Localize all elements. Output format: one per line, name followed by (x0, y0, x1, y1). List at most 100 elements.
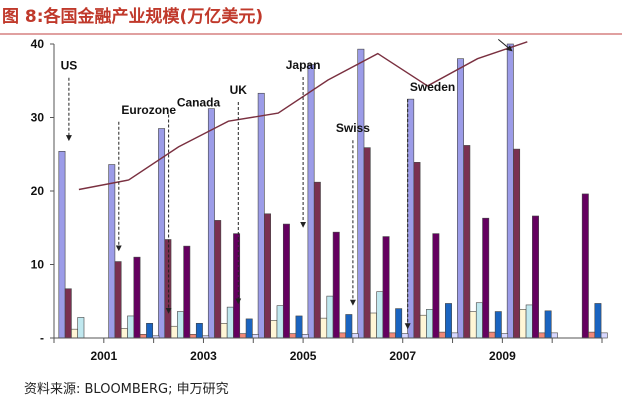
bar-eurozone-2009 (513, 148, 521, 339)
bar-uk-2006 (376, 291, 384, 339)
bar-us-2005 (307, 64, 315, 339)
bar-swiss-2006 (388, 332, 396, 339)
bar-sweden-2010 (594, 303, 602, 339)
bar-eurozone-2007 (413, 162, 421, 339)
bar-swiss-2010 (588, 331, 596, 339)
y-tick-label: 10 (31, 258, 45, 272)
bar-eurozone-2003 (214, 220, 222, 339)
bar-japan-2006 (382, 236, 390, 339)
bar-other-2009 (550, 332, 558, 339)
bar-eurozone-2000 (64, 288, 72, 339)
bar-uk-2008 (475, 302, 483, 339)
bar-canada-2001 (120, 328, 128, 339)
bar-sweden-2006 (395, 308, 403, 339)
bar-sweden-2009 (544, 310, 552, 339)
bar-eurozone-2002 (164, 239, 172, 339)
bar-eurozone-2006 (363, 147, 371, 339)
bar-uk-2009 (525, 304, 533, 339)
bar-swiss-2001 (139, 334, 147, 339)
bar-japan-2003 (233, 233, 241, 339)
bar-uk-2003 (226, 306, 234, 339)
x-tick-label: 2003 (190, 349, 217, 363)
bar-canada-2002 (170, 325, 178, 339)
bar-other-2010 (600, 332, 608, 339)
bar-canada-2008 (469, 311, 477, 339)
bar-us-2008 (457, 58, 464, 339)
bar-uk-2007 (426, 309, 434, 339)
annotation-sweden: Sweden (410, 80, 455, 94)
bar-sweden-2008 (494, 311, 502, 339)
bar-canada-2009 (519, 309, 527, 339)
bar-uk-2004 (276, 305, 284, 339)
bar-canada-2003 (220, 322, 228, 339)
bar-us-2009 (506, 43, 514, 339)
annotation-canada: Canada (177, 96, 221, 110)
bar-us-2001 (108, 164, 116, 339)
bar-uk-2000 (77, 317, 85, 339)
bar-swiss-2002 (189, 334, 197, 339)
bar-uk-2001 (127, 315, 135, 339)
bar-japan-2004 (282, 223, 290, 339)
x-tick-label: 2007 (389, 349, 416, 363)
bar-us-2000 (58, 151, 66, 339)
bar-swiss-2004 (289, 333, 297, 339)
bar-canada-2004 (270, 320, 278, 339)
bar-canada-2000 (71, 328, 79, 339)
world-line-arrow (497, 39, 513, 52)
bar-japan-2009 (532, 215, 539, 339)
bar-uk-2005 (326, 295, 334, 339)
bar-eurozone-2004 (264, 213, 271, 339)
bar-us-2003 (207, 108, 215, 339)
annotation-uk: UK (230, 83, 248, 97)
y-tick-label: - (40, 331, 44, 345)
bar-swiss-2005 (339, 332, 346, 339)
y-tick-label: 20 (31, 184, 45, 198)
bar-sweden-2007 (445, 303, 452, 339)
x-tick-label: 2009 (489, 349, 516, 363)
bar-other-2005 (351, 333, 359, 339)
line-world (78, 41, 528, 191)
bar-us-2004 (257, 92, 265, 339)
bar-japan-2007 (432, 233, 440, 339)
bar-swiss-2009 (538, 332, 546, 339)
bar-swiss-2008 (488, 331, 496, 339)
bar-other-2008 (501, 333, 509, 339)
bar-sweden-2004 (295, 315, 303, 339)
bar-japan-2002 (183, 245, 191, 339)
bar-us-2007 (407, 98, 415, 339)
annotation-eurozone: Eurozone (121, 103, 176, 117)
bar-other-2003 (252, 334, 259, 339)
bar-uk-2002 (177, 311, 184, 339)
x-tick-label: 2005 (290, 349, 317, 363)
source-note: 资料来源: BLOOMBERG; 申万研究 (24, 382, 229, 397)
bar-canada-2007 (419, 314, 427, 339)
y-tick-label: 30 (31, 111, 45, 125)
bar-sweden-2003 (245, 318, 253, 339)
bar-eurozone-2008 (463, 145, 471, 339)
annotation-swiss: Swiss (336, 121, 370, 135)
bar-other-2006 (401, 333, 409, 339)
bar-sweden-2002 (195, 322, 203, 339)
bar-other-2007 (451, 332, 459, 339)
bar-sweden-2005 (345, 314, 353, 339)
x-tick-label: 2001 (90, 349, 117, 363)
bar-swiss-2003 (239, 333, 247, 339)
chart-title: 图 8:各国金融产业规模(万亿美元) (2, 7, 264, 27)
annotation-japan: Japan (286, 58, 321, 72)
bar-canada-2005 (320, 317, 328, 339)
bar-eurozone-2005 (313, 181, 321, 339)
bar-sweden-2001 (146, 322, 154, 339)
bar-japan-2001 (133, 256, 141, 339)
title-divider (0, 33, 622, 35)
bar-swiss-2007 (438, 331, 446, 339)
bar-other-2004 (301, 334, 309, 339)
bar-canada-2006 (370, 312, 377, 339)
y-tick-label: 40 (31, 37, 45, 51)
bar-eurozone-2001 (114, 261, 122, 339)
bar-japan-2005 (332, 231, 340, 339)
annotation-us: US (61, 59, 78, 73)
bar-japan-2010 (581, 193, 589, 339)
bar-us-2006 (357, 48, 365, 339)
bar-japan-2008 (482, 217, 490, 339)
